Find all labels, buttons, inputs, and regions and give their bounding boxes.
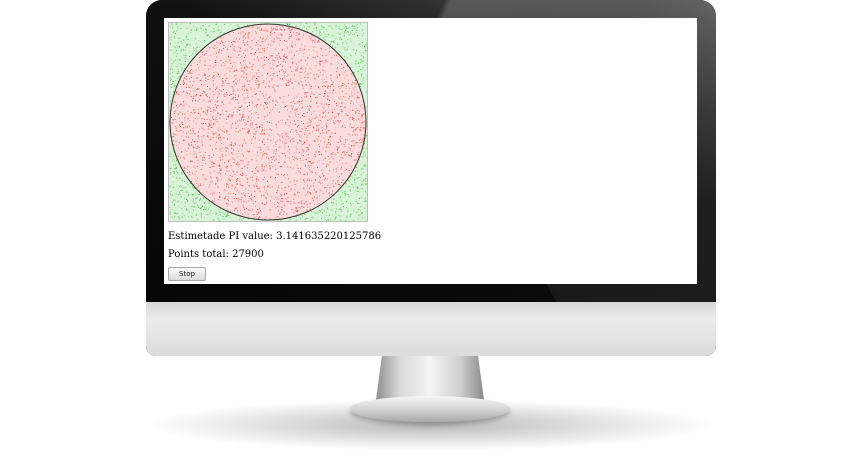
stop-button[interactable]: Stop	[168, 267, 206, 281]
random-points	[169, 23, 367, 221]
circle-area	[170, 24, 366, 220]
estimated-pi-label: Estimetade PI value: 3.141635220125786	[168, 231, 382, 242]
monitor-stand-base	[350, 396, 510, 422]
monitor-stand	[376, 352, 484, 400]
monitor-chin	[146, 302, 716, 356]
app-screen: Estimetade PI value: 3.141635220125786 P…	[164, 18, 697, 284]
points-total-label: Points total: 27900	[168, 249, 264, 260]
monte-carlo-canvas	[168, 22, 368, 222]
circle-outline	[169, 23, 367, 221]
simulation-plot	[169, 23, 367, 221]
